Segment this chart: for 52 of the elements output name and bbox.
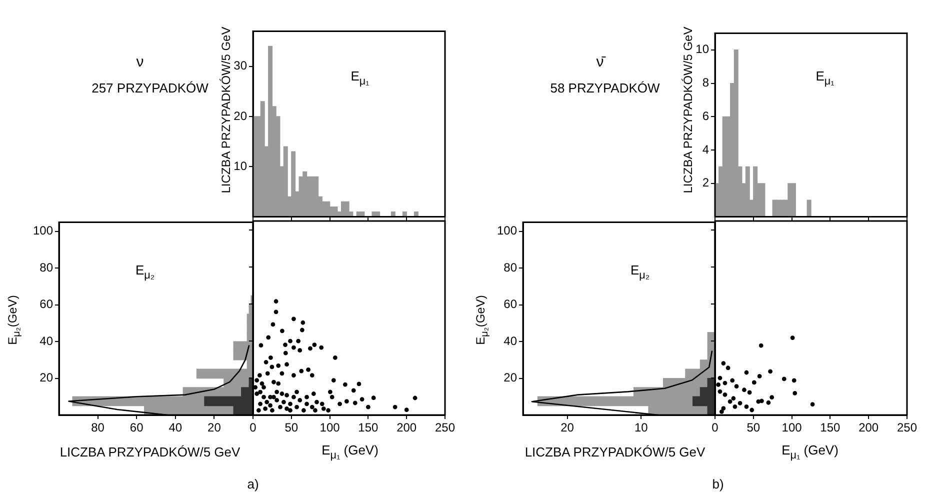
y-tick-label: 60 [40, 297, 54, 312]
y-tick-label: 40 [40, 334, 54, 348]
annotation: E$_{μ₁}$ [816, 68, 834, 88]
text: 58 PRZYPADKÓW [550, 80, 660, 96]
text: 257 PRZYPADKÓW [92, 80, 208, 96]
y-tick-label: 10 [696, 42, 710, 56]
x-tick-label: 100 [782, 420, 802, 435]
x-tick-label: 80 [91, 420, 105, 435]
y-tick-label: 20 [40, 370, 54, 385]
text: ν [136, 54, 144, 70]
x-tick-label: 0 [712, 420, 719, 435]
x-tick-label: 60 [130, 420, 144, 435]
annotation: E$_{μ₂}$ [630, 262, 650, 282]
y-axis-title: LICZBA PRZYPADKÓW/5 GeV [219, 26, 233, 194]
y-tick-label: 8 [702, 76, 710, 90]
y-tick-label: 4 [702, 142, 710, 156]
x-tick-label: 40 [168, 420, 182, 435]
y-tick-label: 10 [234, 158, 248, 173]
y-axis-title: LICZBA PRZYPADKÓW/5 GeV [681, 26, 695, 194]
x-tick-label: 20 [560, 420, 574, 435]
x-tick-label: 150 [358, 420, 379, 435]
y-tick-label: 80 [504, 260, 518, 274]
x-tick-label: 250 [434, 420, 456, 435]
x-tick-label: 20 [208, 420, 222, 435]
x-axis-title: E$_{μ₁}$ (GeV) [782, 442, 838, 462]
x-tick-label: 200 [396, 420, 417, 435]
x-tick-label: 100 [320, 420, 340, 435]
y-tick-label: 20 [504, 370, 518, 385]
x-tick-label: 0 [250, 420, 257, 435]
x-tick-label: 50 [746, 420, 760, 435]
y-tick-label: 6 [702, 108, 710, 123]
y-tick-label: 80 [40, 260, 54, 274]
y-tick-label: 2 [702, 176, 710, 190]
x-axis-title: LICZBA PRZYPADKÓW/5 GeV [524, 444, 706, 460]
y-tick-label: 20 [234, 108, 248, 123]
y-tick-label: 100 [496, 224, 518, 238]
y-tick-label: 40 [504, 334, 518, 348]
y-tick-label: 60 [504, 297, 518, 312]
annotation: E$_{μ₂}$ [135, 262, 155, 282]
y-tick-label: 100 [32, 224, 54, 238]
x-tick-label: 50 [284, 420, 298, 435]
x-axis-title: E$_{μ₁}$ (GeV) [322, 442, 378, 462]
x-axis-title: LICZBA PRZYPADKÓW/5 GeV [60, 444, 240, 460]
x-tick-label: 200 [858, 420, 879, 435]
text: a) [247, 476, 259, 492]
text: b) [712, 476, 724, 492]
y-tick-label: 30 [234, 58, 248, 73]
text: ν̄ [596, 54, 604, 70]
x-tick-label: 250 [896, 420, 918, 435]
x-tick-label: 150 [820, 420, 841, 435]
annotation: E$_{μ₁}$ [350, 68, 370, 88]
x-tick-label: 10 [634, 420, 648, 435]
